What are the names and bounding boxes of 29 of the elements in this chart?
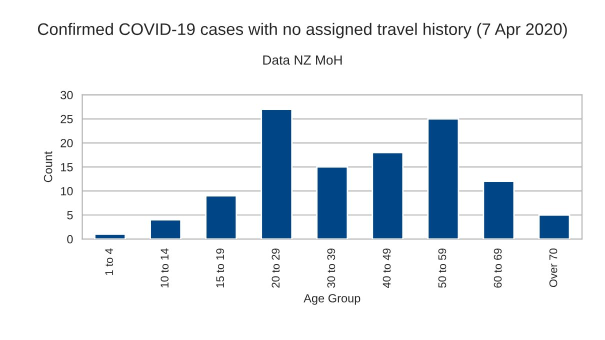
y-tick-label: 10 <box>61 187 73 196</box>
x-tick-label: 50 to 59 <box>438 248 446 288</box>
chart-title: Confirmed COVID-19 cases with no assigned travel history (7 Apr 2020) <box>38 22 567 38</box>
bar <box>150 219 182 240</box>
x-tick-label: 20 to 29 <box>272 248 280 288</box>
x-axis-title: Age Group <box>304 294 360 305</box>
y-axis-title: Count <box>44 151 52 182</box>
y-tick-label: 15 <box>61 163 73 172</box>
x-tick-label: 60 to 69 <box>494 248 502 288</box>
bar <box>372 152 404 240</box>
y-tick-label: 30 <box>60 90 73 100</box>
x-tick-label: 15 to 19 <box>216 248 224 288</box>
y-tick-label: 25 <box>60 114 73 124</box>
x-tick-label: Over 70 <box>549 248 558 288</box>
bar <box>316 166 348 240</box>
y-tick-label: 0 <box>67 235 73 244</box>
y-tick-label: 20 <box>60 138 73 148</box>
bar <box>260 108 293 240</box>
bar <box>205 195 238 240</box>
x-tick-label: 30 to 39 <box>327 248 336 288</box>
x-tick-label: 10 to 14 <box>160 248 169 288</box>
bar <box>94 234 126 240</box>
x-tick-label: 1 to 4 <box>105 248 114 275</box>
x-tick-label: 40 to 49 <box>382 248 391 288</box>
y-tick-label: 5 <box>67 211 73 220</box>
chart-subtitle: Data NZ MoH <box>263 56 342 65</box>
bar <box>427 118 460 240</box>
bar <box>538 214 570 240</box>
bar <box>482 180 515 240</box>
